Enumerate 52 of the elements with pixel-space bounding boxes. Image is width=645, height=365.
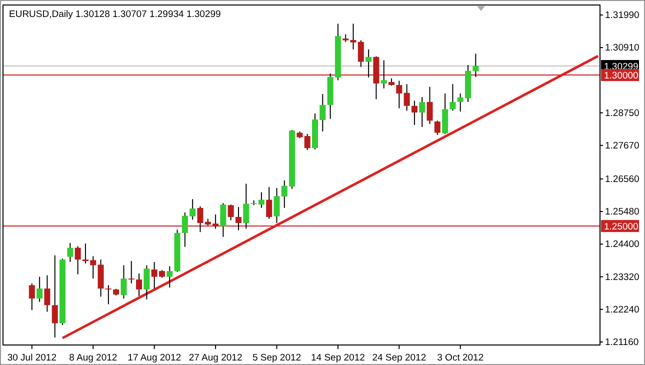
candlestick — [434, 120, 440, 136]
x-tick-label: 24 Sep 2012 — [372, 352, 426, 364]
candlestick — [380, 60, 387, 89]
candlestick — [366, 48, 372, 78]
y-tick-label: 1.28750 — [605, 108, 640, 119]
x-tick-label: 3 Oct 2012 — [437, 352, 484, 364]
y-tick-label: 1.27670 — [605, 140, 640, 152]
candlestick — [128, 260, 134, 284]
x-tick-label: 17 Aug 2012 — [128, 352, 182, 364]
x-tick-label: 5 Sep 2012 — [252, 352, 302, 364]
y-tick-label: 1.21160 — [605, 337, 639, 348]
candlestick — [220, 202, 226, 238]
candlestick — [235, 206, 242, 231]
candlestick — [228, 204, 234, 221]
candlestick — [411, 100, 418, 126]
candlestick — [52, 254, 58, 338]
candlestick — [67, 242, 74, 262]
y-tick-label: 1.25480 — [605, 206, 640, 218]
y-tick-label: 1.23320 — [605, 272, 640, 283]
x-tick-label: 30 Jul 2012 — [7, 352, 56, 364]
candlestick — [36, 276, 43, 302]
candlestick — [450, 84, 456, 112]
x-tick-label: 27 Aug 2012 — [188, 352, 242, 364]
candlestick — [274, 187, 280, 224]
candlestick — [404, 84, 410, 112]
y-tick-label: 1.26560 — [605, 174, 640, 185]
candlestick — [243, 183, 250, 230]
candlestick — [28, 282, 35, 310]
ref-line-label: 1.25000 — [604, 222, 638, 233]
candlestick — [105, 284, 112, 305]
candlestick — [74, 246, 81, 275]
y-tick-label: 1.31990 — [605, 10, 640, 22]
candlestick — [304, 133, 310, 150]
candlestick — [426, 86, 433, 124]
candlestick — [98, 259, 104, 298]
candlestick — [419, 96, 426, 128]
y-tick-label: 1.22240 — [605, 304, 640, 316]
candlestick — [136, 272, 142, 297]
candlestick — [144, 264, 150, 300]
ref-line-label: 1.30000 — [604, 70, 638, 82]
candlestick — [472, 53, 479, 78]
x-tick-label: 8 Aug 2012 — [69, 352, 118, 364]
candlestick — [44, 274, 50, 312]
candlestick — [266, 186, 272, 220]
chart-title: EURUSD,Daily 1.30128 1.30707 1.29934 1.30299 — [9, 9, 221, 20]
candlestick — [396, 80, 402, 109]
candlestick — [120, 264, 127, 299]
y-tick-label: 1.30910 — [605, 42, 640, 54]
candlestick — [166, 266, 173, 288]
x-tick-label: 14 Sep 2012 — [311, 352, 365, 364]
candlestick — [197, 206, 204, 233]
y-tick-label: 1.24400 — [605, 239, 640, 250]
